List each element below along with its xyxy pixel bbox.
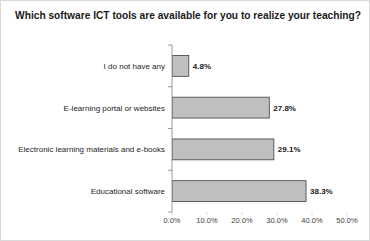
- category-label: I do not have any: [104, 62, 165, 71]
- x-tick: [172, 212, 173, 215]
- category-tick: [168, 212, 172, 213]
- bars: [172, 55, 306, 201]
- bar: [172, 97, 269, 118]
- bar: [172, 181, 306, 202]
- data-label: 27.8%: [273, 104, 296, 113]
- x-tick-label: 40.0%: [301, 216, 323, 225]
- category-label: Electronic learning materials and e-book…: [18, 145, 165, 154]
- category-tick: [168, 86, 172, 87]
- x-tick: [207, 212, 208, 215]
- data-label: 4.8%: [193, 62, 211, 71]
- x-tick: [277, 212, 278, 215]
- chart-frame: [1, 1, 370, 241]
- data-label: 29.1%: [278, 145, 301, 154]
- chart: Which software ICT tools are available f…: [0, 0, 370, 241]
- category-tick: [168, 170, 172, 171]
- title: Which software ICT tools are available f…: [15, 10, 361, 21]
- x-tick-label: 0.0%: [163, 216, 180, 225]
- category-tick: [168, 128, 172, 129]
- x-tick-label: 30.0%: [266, 216, 288, 225]
- category-axis: [172, 45, 173, 212]
- category-label: E-learning portal or websites: [64, 104, 165, 113]
- bar: [172, 55, 189, 76]
- data-label: 38.3%: [310, 187, 333, 196]
- x-tick: [312, 212, 313, 215]
- bar: [172, 139, 274, 160]
- category-tick: [168, 45, 172, 46]
- x-tick: [347, 212, 348, 215]
- x-tick: [242, 212, 243, 215]
- x-tick-label: 50.0%: [336, 216, 358, 225]
- x-tick-label: 10.0%: [196, 216, 218, 225]
- category-label: Educational software: [91, 187, 166, 196]
- x-tick-label: 20.0%: [231, 216, 253, 225]
